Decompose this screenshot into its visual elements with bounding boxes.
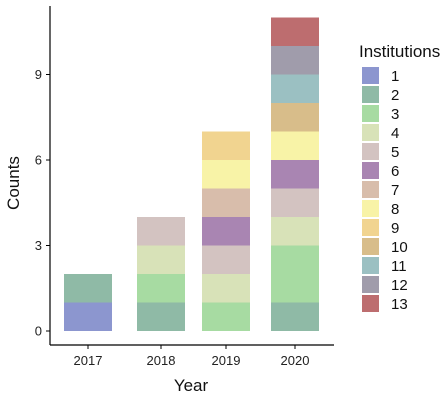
bar-segment-2020-inst-10 bbox=[271, 103, 319, 132]
bar-segment-2020-inst-2 bbox=[271, 302, 319, 331]
bar-segment-2019-inst-7 bbox=[202, 188, 250, 217]
bar-segment-2019-inst-9 bbox=[202, 131, 250, 160]
legend-label-12: 12 bbox=[391, 277, 408, 294]
x-tick-label: 2018 bbox=[147, 353, 176, 368]
legend-label-13: 13 bbox=[391, 296, 408, 313]
legend-label-8: 8 bbox=[391, 201, 399, 218]
legend-label-9: 9 bbox=[391, 220, 399, 237]
bar-segment-2020-inst-3 bbox=[271, 245, 319, 303]
y-tick-label: 6 bbox=[35, 153, 42, 168]
bar-segment-2018-inst-3 bbox=[137, 274, 185, 303]
legend-label-10: 10 bbox=[391, 239, 408, 256]
x-tick-label: 2017 bbox=[74, 353, 103, 368]
bar-segment-2019-inst-3 bbox=[202, 302, 250, 331]
bar-segment-2018-inst-2 bbox=[137, 302, 185, 331]
x-tick-label: 2019 bbox=[212, 353, 241, 368]
legend-label-7: 7 bbox=[391, 182, 399, 199]
legend-label-4: 4 bbox=[391, 125, 399, 142]
y-axis-title: Counts bbox=[4, 156, 23, 210]
legend-swatch-4 bbox=[362, 124, 379, 141]
bar-segment-2019-inst-6 bbox=[202, 217, 250, 246]
y-tick-label: 0 bbox=[35, 324, 42, 339]
bar-segment-2020-inst-4 bbox=[271, 217, 319, 246]
legend-label-6: 6 bbox=[391, 163, 399, 180]
bar-segment-2018-inst-4 bbox=[137, 245, 185, 274]
bar-segment-2019-inst-4 bbox=[202, 274, 250, 303]
legend-swatch-13 bbox=[362, 295, 379, 312]
bar-segment-2020-inst-11 bbox=[271, 74, 319, 103]
legend-label-2: 2 bbox=[391, 87, 399, 104]
legend-label-11: 11 bbox=[391, 258, 407, 275]
x-tick-label: 2020 bbox=[281, 353, 310, 368]
legend-swatch-2 bbox=[362, 86, 379, 103]
bar-segment-2020-inst-8 bbox=[271, 131, 319, 160]
legend-label-5: 5 bbox=[391, 144, 399, 161]
axes-group: 0 3 6 9 2017 2018 2019 2020 bbox=[35, 6, 334, 368]
bar-segment-2017-inst-1 bbox=[64, 302, 112, 331]
bar-segment-2020-inst-5 bbox=[271, 188, 319, 217]
legend-label-3: 3 bbox=[391, 106, 399, 123]
bar-segment-2018-inst-5 bbox=[137, 217, 185, 246]
bar-segment-2019-inst-5 bbox=[202, 245, 250, 274]
y-tick-label: 3 bbox=[35, 238, 42, 253]
legend-swatch-11 bbox=[362, 257, 379, 274]
bar-segment-2017-inst-2 bbox=[64, 274, 112, 303]
bar-segment-2019-inst-8 bbox=[202, 160, 250, 189]
legend-swatch-1 bbox=[362, 67, 379, 84]
legend-swatch-5 bbox=[362, 143, 379, 160]
legend-swatch-9 bbox=[362, 219, 379, 236]
legend-swatch-10 bbox=[362, 238, 379, 255]
bar-segment-2020-inst-13 bbox=[271, 17, 319, 46]
legend-label-1: 1 bbox=[391, 68, 399, 85]
legend-swatch-3 bbox=[362, 105, 379, 122]
bar-segment-2020-inst-12 bbox=[271, 46, 319, 75]
legend-swatch-12 bbox=[362, 276, 379, 293]
x-axis-title: Year bbox=[174, 376, 209, 395]
legend-swatch-7 bbox=[362, 181, 379, 198]
y-tick-label: 9 bbox=[35, 67, 42, 82]
legend-swatch-6 bbox=[362, 162, 379, 179]
bars-group bbox=[64, 17, 319, 331]
legend-swatch-8 bbox=[362, 200, 379, 217]
bar-segment-2020-inst-6 bbox=[271, 160, 319, 189]
legend-title: Institutions bbox=[359, 42, 440, 61]
